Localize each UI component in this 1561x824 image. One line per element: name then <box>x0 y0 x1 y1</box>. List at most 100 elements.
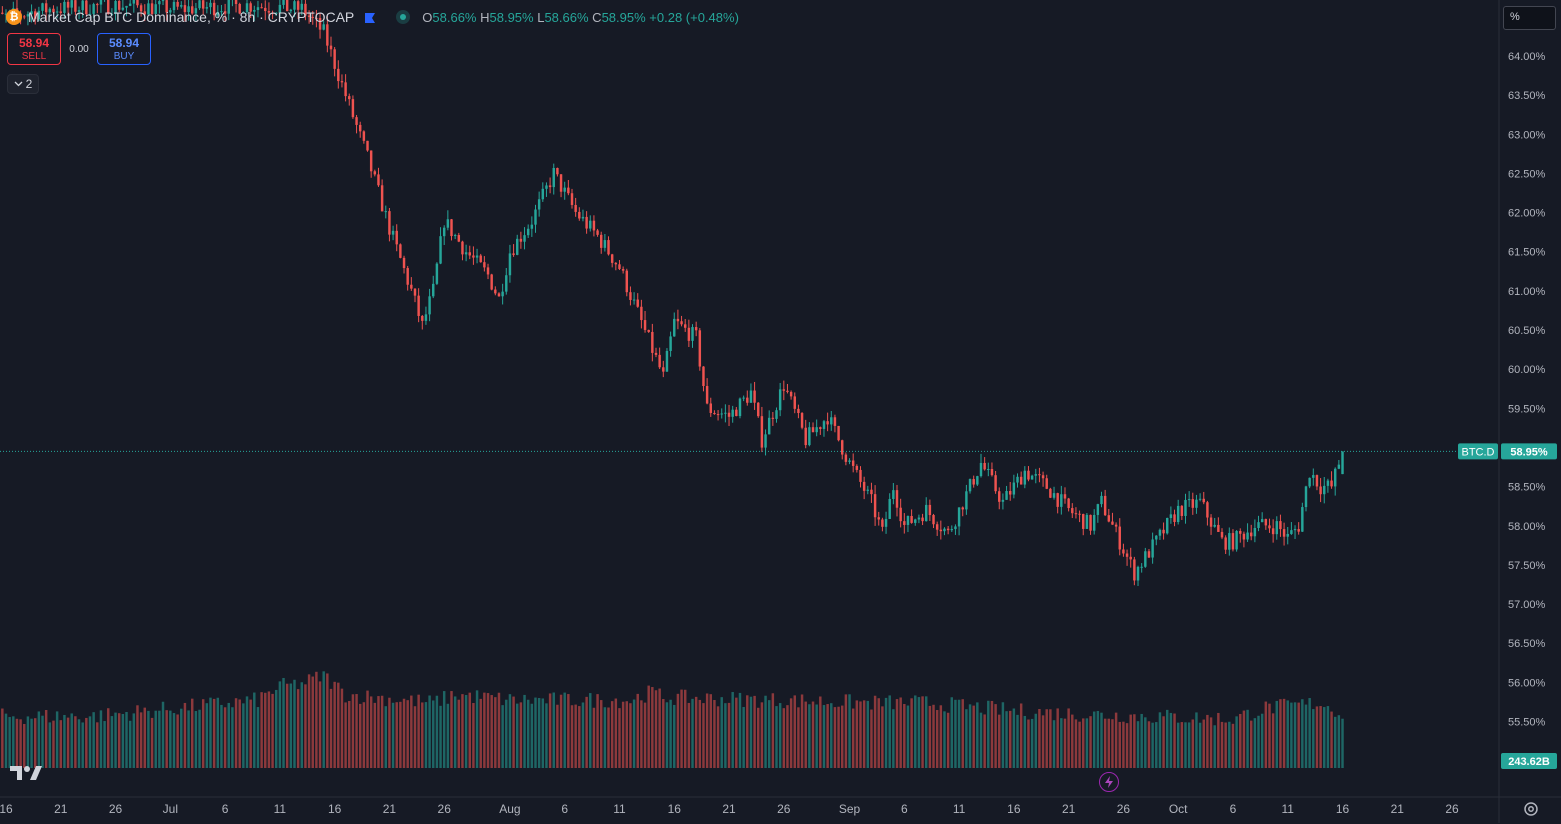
candle-body <box>811 427 815 433</box>
candle-body <box>1198 498 1202 500</box>
volume-bar <box>446 703 450 768</box>
volume-bar <box>870 709 873 768</box>
lightning-icon[interactable] <box>1099 772 1119 792</box>
candle-body <box>1023 470 1027 485</box>
volume-bar <box>691 698 694 768</box>
candle-body <box>943 528 946 532</box>
candle-body <box>468 252 471 256</box>
volume-bar <box>395 702 398 768</box>
volume-bar <box>1220 721 1224 768</box>
candle-body <box>110 13 114 15</box>
gear-icon[interactable] <box>1521 799 1541 819</box>
x-tick-label: 6 <box>222 802 229 816</box>
candle-body <box>318 18 322 30</box>
candle-body <box>348 96 351 100</box>
candle-body <box>1103 495 1107 516</box>
volume-bar <box>530 703 534 768</box>
candle-body <box>172 1 176 11</box>
candle-body <box>1030 475 1034 480</box>
candle-body <box>77 10 81 12</box>
volume-bar <box>523 694 526 768</box>
candle-body <box>274 12 278 14</box>
volume-bar <box>1206 714 1209 768</box>
candle-body <box>267 11 271 13</box>
volume-bar <box>23 723 26 768</box>
x-tick-label: 16 <box>1007 802 1021 816</box>
candle-body <box>256 7 260 11</box>
candle-body <box>300 3 304 10</box>
volume-bar <box>662 699 665 768</box>
volume-bar <box>800 694 804 768</box>
candle-body <box>107 0 110 14</box>
volume-bar <box>220 704 223 768</box>
volume-bar <box>391 702 395 768</box>
volume-bar <box>1301 699 1304 768</box>
volume-bar <box>935 710 939 768</box>
volume-bar <box>694 696 698 768</box>
sell-label: SELL <box>21 51 47 62</box>
volume-bar <box>439 705 442 768</box>
candle-body <box>1008 491 1012 495</box>
volume-bar <box>589 693 592 768</box>
candle-body <box>216 11 220 16</box>
volume-bar <box>41 715 44 768</box>
symbol-title[interactable]: Market Cap BTC Dominance, % · 8h · CRYPT… <box>28 9 355 25</box>
candle-body <box>621 269 625 271</box>
candle-body <box>351 99 355 118</box>
candle-body <box>830 417 833 425</box>
candle-body <box>1341 451 1344 475</box>
candle-body <box>523 235 526 242</box>
candle-body <box>296 1 300 10</box>
volume-bar <box>1239 713 1242 768</box>
candle-body <box>899 507 902 522</box>
volume-bar <box>1133 714 1136 768</box>
volume-bar <box>125 712 128 768</box>
candle-body <box>1323 485 1326 495</box>
candle-body <box>519 238 523 242</box>
x-tick-label: 26 <box>1117 802 1131 816</box>
volume-bar <box>264 692 267 768</box>
volume-bar <box>629 703 632 768</box>
candle-body <box>1257 522 1260 528</box>
tradingview-logo-icon[interactable] <box>10 764 42 787</box>
candle-body <box>1304 486 1308 508</box>
volume-bar <box>811 701 815 768</box>
candle-body <box>1293 529 1297 531</box>
volume-bar <box>1191 719 1195 768</box>
candle-body <box>304 3 307 16</box>
candle-body <box>99 0 103 5</box>
volume-bar <box>541 698 545 768</box>
price-unit-field[interactable]: % <box>1503 6 1556 30</box>
flag-icon[interactable] <box>364 11 376 23</box>
candle-body <box>37 10 41 20</box>
volume-bar <box>1038 708 1041 768</box>
indicators-collapse-button[interactable]: 2 <box>7 74 39 94</box>
x-tick-label: 11 <box>1282 802 1295 816</box>
sell-button[interactable]: 58.94 SELL <box>7 33 61 65</box>
candle-body <box>512 253 515 255</box>
candle-body <box>870 489 873 495</box>
candle-body <box>862 481 866 491</box>
candle-body <box>939 529 943 532</box>
volume-bar <box>713 699 716 768</box>
candle-body <box>413 288 417 296</box>
volume-bar <box>121 713 125 768</box>
volume-bar <box>1282 698 1286 768</box>
candle-body <box>1249 532 1253 537</box>
candle-body <box>399 244 402 258</box>
volume-bar <box>110 716 114 768</box>
buy-button[interactable]: 58.94 BUY <box>97 33 151 65</box>
candle-body <box>132 0 136 4</box>
candle-body <box>1246 532 1249 540</box>
volume-bar <box>472 702 475 768</box>
candle-body <box>1078 513 1081 515</box>
volume-bar <box>92 712 95 768</box>
candle-body <box>778 389 782 411</box>
volume-bar <box>154 710 157 768</box>
candle-body <box>180 5 183 7</box>
y-tick-label: 60.00% <box>1508 364 1546 376</box>
candle-body <box>435 263 439 284</box>
volume-bar <box>384 706 387 768</box>
candle-body <box>242 12 245 14</box>
